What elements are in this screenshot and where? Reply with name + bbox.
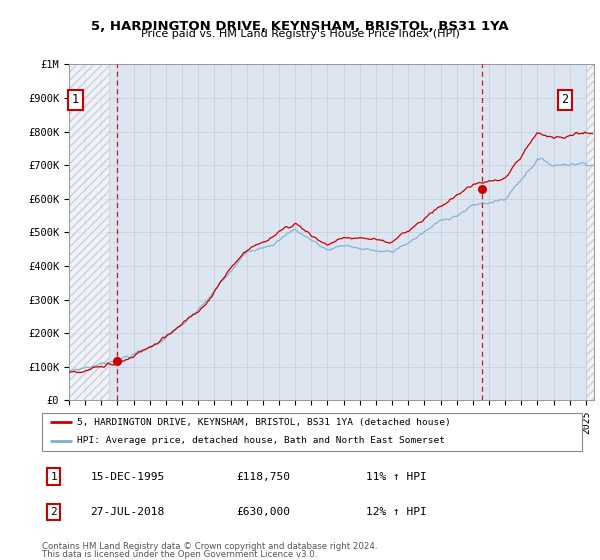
- Text: Price paid vs. HM Land Registry's House Price Index (HPI): Price paid vs. HM Land Registry's House …: [140, 29, 460, 39]
- Text: 15-DEC-1995: 15-DEC-1995: [91, 472, 165, 482]
- Text: 2: 2: [562, 93, 568, 106]
- Text: 11% ↑ HPI: 11% ↑ HPI: [366, 472, 427, 482]
- Text: 5, HARDINGTON DRIVE, KEYNSHAM, BRISTOL, BS31 1YA: 5, HARDINGTON DRIVE, KEYNSHAM, BRISTOL, …: [91, 20, 509, 32]
- Text: 1: 1: [50, 472, 57, 482]
- Text: HPI: Average price, detached house, Bath and North East Somerset: HPI: Average price, detached house, Bath…: [77, 436, 445, 445]
- Text: 12% ↑ HPI: 12% ↑ HPI: [366, 507, 427, 517]
- Text: 2: 2: [50, 507, 57, 517]
- Text: 5, HARDINGTON DRIVE, KEYNSHAM, BRISTOL, BS31 1YA (detached house): 5, HARDINGTON DRIVE, KEYNSHAM, BRISTOL, …: [77, 418, 451, 427]
- Text: 1: 1: [72, 93, 79, 106]
- Text: This data is licensed under the Open Government Licence v3.0.: This data is licensed under the Open Gov…: [42, 550, 317, 559]
- Bar: [586, 64, 594, 400]
- Text: £118,750: £118,750: [236, 472, 290, 482]
- Text: Contains HM Land Registry data © Crown copyright and database right 2024.: Contains HM Land Registry data © Crown c…: [42, 542, 377, 551]
- Text: £630,000: £630,000: [236, 507, 290, 517]
- Bar: [69, 64, 109, 400]
- Text: 27-JUL-2018: 27-JUL-2018: [91, 507, 165, 517]
